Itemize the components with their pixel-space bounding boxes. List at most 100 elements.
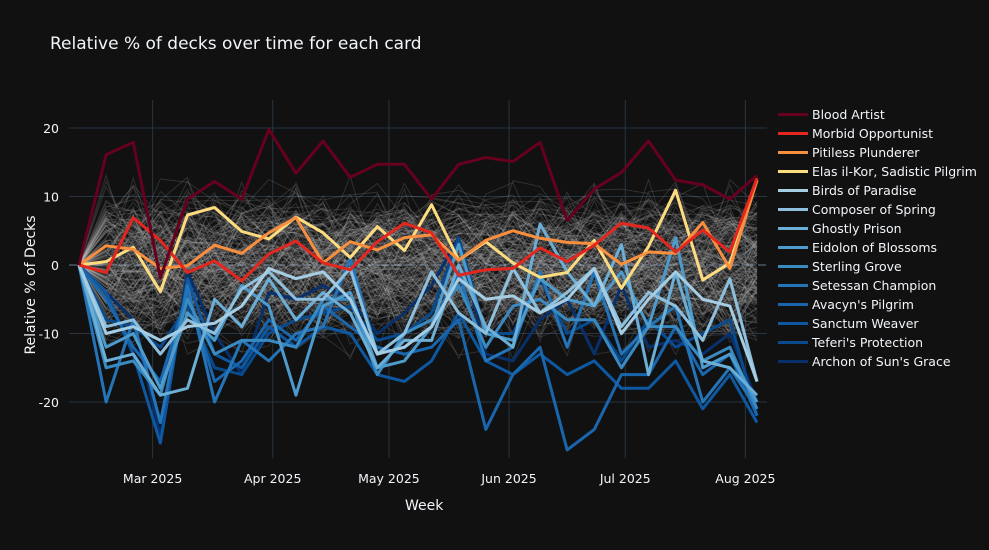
legend-label: Setessan Champion [812, 278, 937, 293]
background-card-line [78, 237, 758, 271]
background-card-line [78, 205, 758, 293]
background-card-line [78, 188, 758, 266]
background-card-line [78, 241, 758, 332]
legend-item[interactable]: Archon of Sun's Grace [778, 352, 977, 371]
series-lines [77, 127, 759, 452]
legend-swatch [778, 303, 808, 306]
background-card-line [78, 213, 758, 266]
legend-item[interactable]: Ghostly Prison [778, 219, 977, 238]
series-line-eidolon-of-blossoms[interactable] [77, 236, 759, 403]
background-card-line [78, 260, 758, 358]
legend-label: Archon of Sun's Grace [812, 354, 951, 369]
x-axis-ticks: Mar 2025 Apr 2025 May 2025 Jun 2025 Jul 2025… [123, 471, 776, 486]
background-card-line [78, 201, 758, 278]
legend-item[interactable]: Avacyn's Pilgrim [778, 295, 977, 314]
series-line-pitiless-plunderer[interactable] [78, 179, 759, 270]
legend-item[interactable]: Teferi's Protection [778, 333, 977, 352]
x-tick-label: Jun 2025 [480, 471, 536, 486]
background-card-line [78, 212, 758, 266]
background-card-line [78, 249, 758, 285]
y-tick-label: -20 [39, 395, 59, 410]
legend-swatch [778, 322, 808, 325]
background-card-line [78, 213, 758, 288]
legend-label: Sterling Grove [812, 259, 902, 274]
background-card-line [78, 257, 758, 309]
background-card-line [78, 216, 758, 301]
background-card-line [78, 240, 758, 273]
background-card-line [78, 232, 758, 275]
background-card-line [78, 251, 758, 276]
series-line-blood-artist[interactable] [77, 127, 758, 280]
y-axis-ticks: -20 -10 0 10 20 [39, 121, 59, 410]
legend-item[interactable]: Setessan Champion [778, 276, 977, 295]
series-line-sanctum-weaver[interactable] [77, 263, 759, 445]
background-card-line [78, 264, 758, 345]
background-card-line [78, 249, 758, 330]
background-card-line [78, 204, 758, 276]
y-axis-title: Relative % of Decks [23, 215, 39, 354]
background-card-line [78, 210, 758, 266]
x-tick-label: Aug 2025 [715, 471, 775, 486]
legend-item[interactable]: Birds of Paradise [778, 181, 977, 200]
background-card-line [78, 254, 758, 305]
background-card-line [78, 191, 758, 275]
background-card-line [78, 209, 758, 297]
background-card-line [78, 258, 758, 291]
background-card-line [78, 212, 758, 267]
legend-label: Composer of Spring [812, 202, 936, 217]
background-card-line [78, 224, 758, 286]
background-card-line [78, 214, 758, 311]
background-card-line [78, 228, 758, 299]
legend-item[interactable]: Elas il-Kor, Sadistic Pilgrim [778, 162, 977, 181]
x-axis-title: Week [405, 498, 444, 514]
series-line-morbid-opportunist[interactable] [78, 177, 759, 283]
legend-label: Pitiless Plunderer [812, 145, 920, 160]
background-card-line [78, 191, 758, 284]
background-card-line [78, 206, 758, 273]
background-card-line [78, 240, 758, 336]
background-card-line [78, 222, 758, 326]
legend-item[interactable]: Pitiless Plunderer [778, 143, 977, 162]
background-card-line [78, 193, 758, 266]
background-card-line [78, 244, 758, 276]
background-card-line [78, 229, 758, 291]
background-card-line [78, 232, 758, 276]
background-card-line [78, 209, 758, 303]
background-card-line [78, 210, 758, 316]
legend-item[interactable]: Morbid Opportunist [778, 124, 977, 143]
legend-label: Morbid Opportunist [812, 126, 934, 141]
background-card-line [78, 201, 758, 277]
legend-swatch [778, 246, 808, 249]
background-card-line [78, 218, 758, 266]
background-card-line [78, 255, 758, 340]
background-card-line [78, 201, 758, 302]
background-card-line [78, 242, 758, 336]
series-line-birds-of-paradise[interactable] [77, 264, 759, 382]
legend-swatch [778, 113, 808, 116]
legend-item[interactable]: Sanctum Weaver [778, 314, 977, 333]
series-line-sterling-grove[interactable] [77, 264, 759, 410]
background-card-line [78, 178, 758, 266]
series-line-composer-of-spring[interactable] [77, 264, 759, 382]
legend-item[interactable]: Composer of Spring [778, 200, 977, 219]
legend-swatch [778, 208, 808, 211]
legend-swatch [778, 265, 808, 268]
background-card-line [78, 181, 758, 269]
background-card-line [78, 186, 758, 293]
background-card-line [78, 218, 758, 325]
legend-item[interactable]: Sterling Grove [778, 257, 977, 276]
background-card-line [78, 213, 758, 290]
legend-item[interactable]: Blood Artist [778, 105, 977, 124]
series-line-ghostly-prison[interactable] [77, 222, 759, 397]
background-card-line [78, 229, 758, 327]
background-card-line [78, 260, 758, 308]
background-card-line [78, 207, 758, 285]
background-card-line [78, 218, 758, 307]
background-card-line [78, 180, 758, 288]
background-card-line [78, 250, 758, 307]
legend: Blood Artist Morbid Opportunist Pitiless P… [778, 105, 977, 371]
background-card-line [78, 257, 758, 292]
legend-item[interactable]: Eidolon of Blossoms [778, 238, 977, 257]
legend-swatch [778, 227, 808, 230]
